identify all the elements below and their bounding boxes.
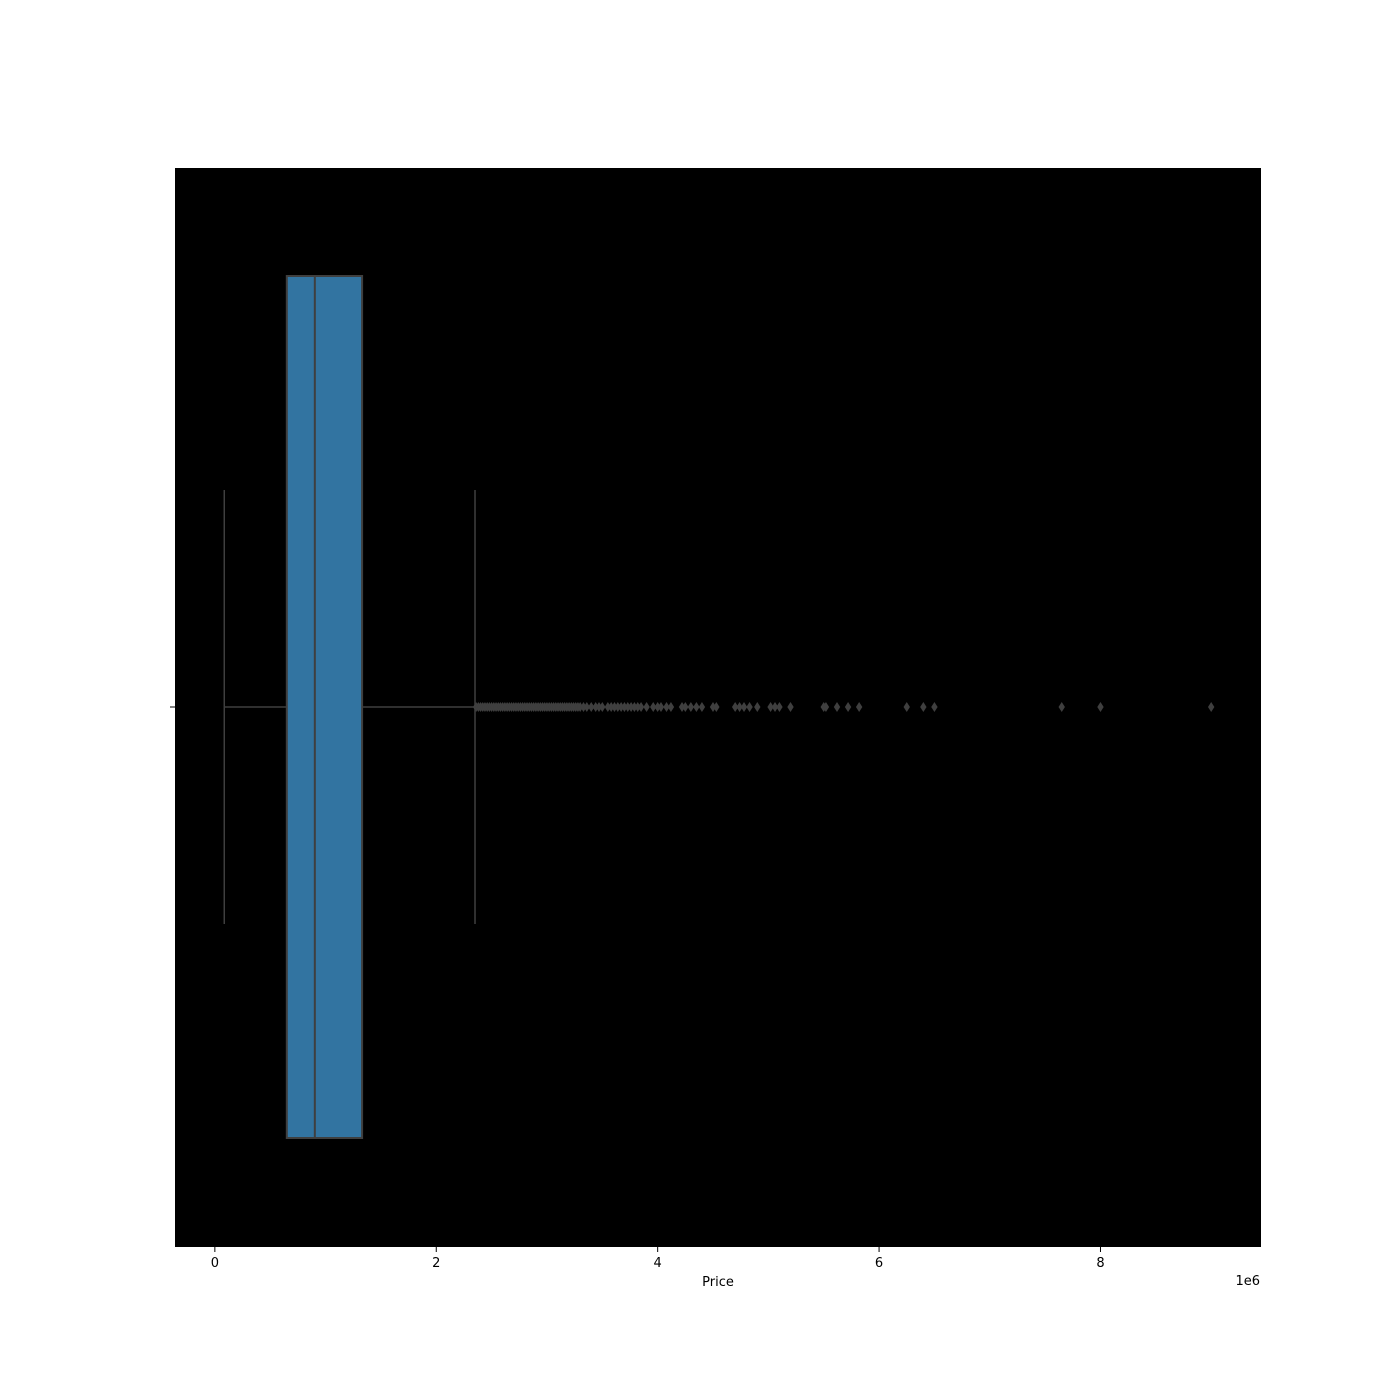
x-tick-label: 2 — [432, 1256, 440, 1271]
outlier-point — [650, 702, 657, 712]
outlier-point — [844, 702, 852, 712]
outlier-point — [709, 702, 717, 712]
outlier-point — [1058, 702, 1065, 712]
x-tick-label: 4 — [654, 1256, 662, 1271]
outlier-point — [920, 702, 927, 712]
outlier-point — [693, 702, 700, 712]
outlier-point — [833, 702, 841, 712]
x-axis-label: Price — [702, 1275, 734, 1290]
x-axis: 0 2 4 6 8 — [211, 1247, 1105, 1271]
x-tick-label: 6 — [875, 1256, 883, 1271]
outlier-point — [1097, 702, 1104, 712]
outlier-point — [855, 702, 863, 712]
outlier-point — [731, 702, 739, 712]
outlier-point — [1207, 702, 1215, 712]
outlier-point — [713, 702, 720, 712]
outlier-point — [624, 702, 631, 712]
outlier-point — [604, 702, 612, 712]
x-tick-label: 0 — [211, 1256, 219, 1271]
outlier-point — [682, 702, 689, 712]
x-axis-offset-label: 1e6 — [1235, 1274, 1260, 1289]
outlier-point — [687, 702, 695, 712]
outlier-point — [580, 702, 587, 712]
outlier-point — [767, 702, 774, 712]
outlier-point — [746, 702, 753, 712]
outlier-point — [678, 702, 686, 712]
outlier-point — [611, 702, 618, 712]
outlier-point — [771, 702, 779, 712]
chart-marks — [223, 275, 1215, 1139]
outlier-point — [607, 702, 615, 712]
outlier-point — [698, 702, 706, 712]
outlier-point — [903, 702, 910, 712]
outlier-point — [595, 702, 603, 712]
outlier-point — [592, 702, 599, 712]
outlier-point — [634, 702, 641, 712]
outlier-point — [588, 702, 595, 712]
outlier-point — [787, 702, 794, 712]
outlier-point — [621, 702, 628, 712]
outlier-point — [654, 702, 661, 712]
outlier-point — [931, 702, 938, 712]
outlier-point — [643, 702, 650, 712]
outlier-point — [576, 702, 584, 712]
outlier-point — [599, 702, 606, 712]
outlier-point — [637, 702, 645, 712]
outlier-point — [614, 702, 622, 712]
outlier-point — [740, 702, 748, 712]
outlier-point — [776, 702, 783, 712]
outlier-point — [631, 702, 638, 712]
outlier-point — [754, 702, 761, 712]
x-tick-label: 8 — [1096, 1256, 1104, 1271]
outlier-point — [736, 702, 743, 712]
outlier-point — [627, 702, 635, 712]
outlier-point — [617, 702, 625, 712]
outlier-point — [657, 702, 665, 712]
outlier-point — [667, 702, 675, 712]
outlier-point — [663, 702, 670, 712]
iqr-box — [285, 275, 364, 1139]
outlier-point — [822, 702, 830, 712]
outlier-point — [583, 702, 591, 712]
